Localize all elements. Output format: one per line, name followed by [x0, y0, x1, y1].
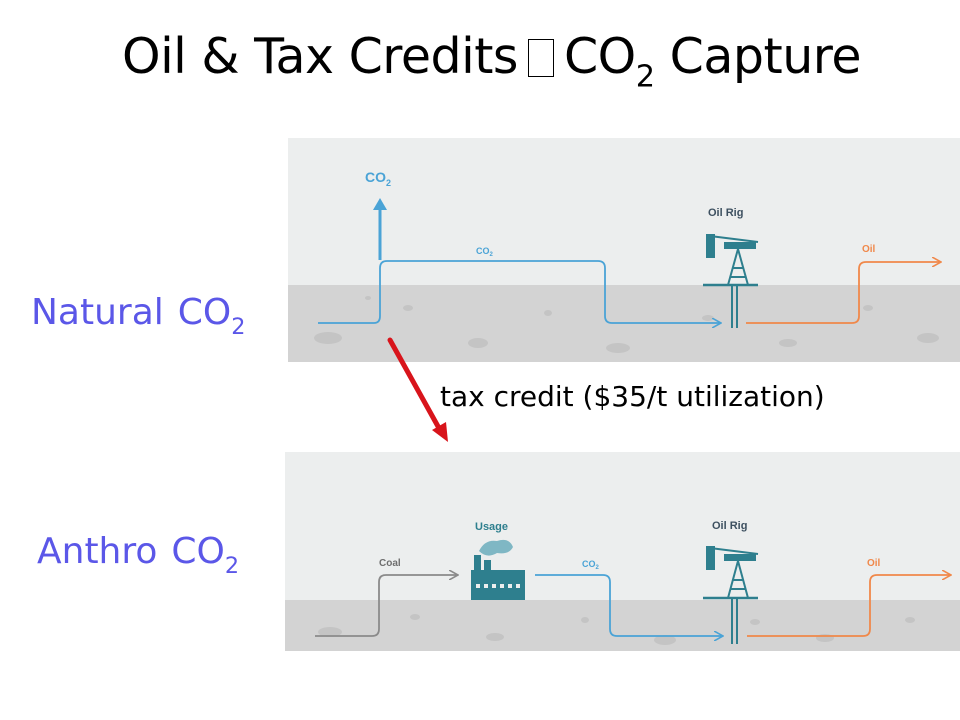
- title-main: Oil & Tax Credits: [122, 28, 518, 85]
- anthro-subscript: 2: [224, 553, 240, 580]
- co2-pipe-label: CO2: [582, 559, 600, 571]
- title-co: CO: [563, 28, 636, 85]
- oil-rig-label: Oil Rig: [708, 207, 743, 219]
- natural-word: Natural: [31, 292, 164, 333]
- missing-glyph-icon: [527, 39, 554, 77]
- title-rest: Capture: [669, 28, 862, 85]
- coal-label: Coal: [379, 558, 401, 569]
- oil-rig-icon: [703, 234, 759, 328]
- oil-label: Oil: [862, 244, 876, 255]
- oil-line: [746, 262, 940, 324]
- natural-subscript: 2: [231, 314, 246, 341]
- co2-vent-arrowhead: [373, 198, 387, 210]
- anthro-co2-label: Anthro CO2: [37, 531, 239, 579]
- tax-credit-arrow: [387, 337, 448, 442]
- usage-label: Usage: [475, 521, 508, 533]
- co2-vent-label: CO2: [365, 169, 391, 188]
- co2-pipeline: [318, 260, 720, 323]
- anthro-co2-diagram: Coal Usage CO2 O: [285, 452, 960, 651]
- anthro-co: CO: [171, 531, 225, 572]
- oil-rig-icon: [703, 546, 759, 644]
- tax-credit-text: tax credit ($35/t utilization): [440, 380, 825, 413]
- anthro-word: Anthro: [37, 531, 158, 572]
- co2-pipeline: [535, 574, 722, 636]
- natural-co2-diagram: CO2 CO2 Oil Rig Oil: [288, 138, 960, 362]
- oil-label: Oil: [867, 558, 881, 569]
- coal-line: [315, 575, 457, 637]
- natural-co: CO: [177, 292, 232, 333]
- ground-pebbles: [318, 614, 915, 645]
- oil-line: [747, 575, 950, 637]
- co2-pipe-label: CO2: [476, 246, 494, 258]
- ground-layer: [285, 600, 960, 651]
- slide-title: Oil & Tax Credits CO2 Capture: [0, 28, 960, 95]
- natural-co2-label: Natural CO2: [31, 292, 245, 340]
- title-subscript: 2: [635, 59, 655, 95]
- factory-icon: [471, 539, 525, 600]
- oil-rig-label: Oil Rig: [712, 520, 747, 532]
- ground-pebbles: [314, 296, 939, 353]
